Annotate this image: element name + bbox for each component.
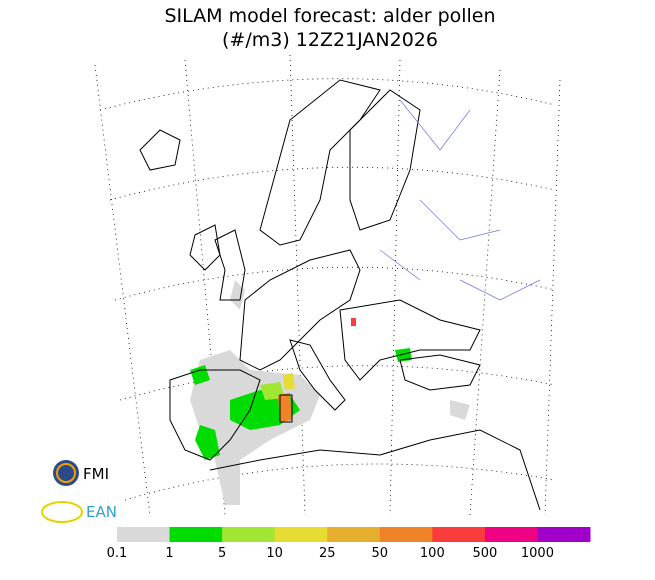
subtitle: (#/m3) 12Z21JAN2026 — [222, 29, 438, 51]
legend-label: 0.1 — [107, 546, 128, 561]
legend-label: 1000 — [521, 546, 554, 561]
legend-label: 5 — [218, 546, 226, 561]
legend-label: 10 — [266, 546, 283, 561]
legend-swatch — [379, 527, 433, 542]
legend-label: 25 — [319, 546, 336, 561]
legend-label: 50 — [372, 546, 389, 561]
ean-label: EAN — [86, 503, 117, 521]
legend-swatch — [222, 527, 276, 542]
fmi-logo: FMI — [53, 460, 109, 486]
legend: 0.1 1 5 10 25 50 100 500 1000 — [107, 527, 591, 561]
legend-swatch — [432, 527, 486, 542]
title: SILAM model forecast: alder pollen — [164, 5, 495, 27]
legend-swatch — [484, 527, 538, 542]
legend-swatch — [169, 527, 223, 542]
legend-swatch — [327, 527, 381, 542]
legend-swatch — [274, 527, 328, 542]
map — [94, 54, 561, 516]
legend-swatch — [117, 527, 171, 542]
legend-swatch — [537, 527, 591, 542]
legend-label: 100 — [420, 546, 445, 561]
ean-logo: EAN — [41, 501, 117, 523]
fmi-label: FMI — [83, 465, 109, 483]
legend-label: 500 — [472, 546, 497, 561]
legend-label: 1 — [165, 546, 173, 561]
